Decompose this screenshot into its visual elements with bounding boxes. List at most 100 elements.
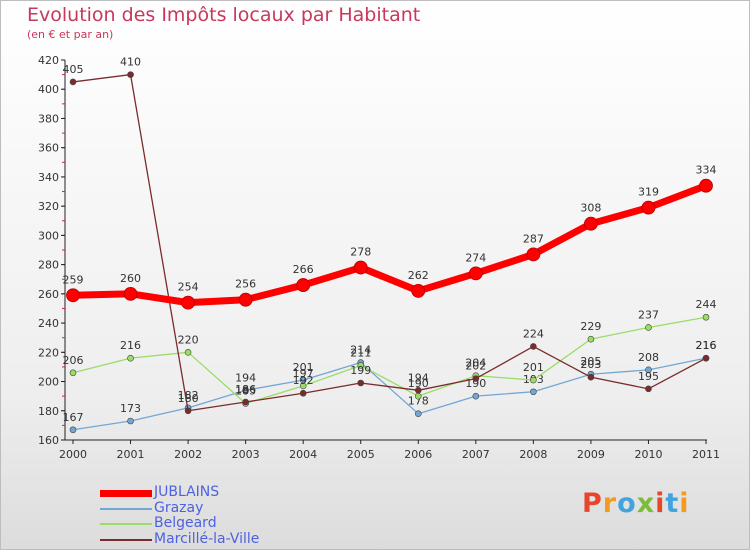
logo-letter: P — [582, 488, 603, 519]
data-point — [299, 382, 307, 390]
data-point — [414, 387, 422, 394]
data-label: 192 — [293, 374, 314, 387]
legend-label: JUBLAINS — [154, 484, 220, 500]
data-label: 244 — [696, 298, 717, 311]
y-tick-label: 340 — [38, 171, 59, 184]
data-point — [357, 362, 365, 369]
data-point — [645, 385, 652, 393]
data-label: 229 — [580, 320, 601, 333]
chart-title: Evolution des Impôts locaux par Habitant — [27, 4, 421, 26]
data-point — [472, 392, 480, 400]
x-tick-label: 2011 — [692, 448, 720, 461]
data-point — [530, 388, 537, 396]
series-grazay: 167173182194201214178190193205208216 — [63, 339, 717, 434]
data-point — [127, 71, 134, 78]
data-point — [296, 278, 311, 292]
data-label: 204 — [465, 357, 486, 370]
data-label: 194 — [408, 371, 429, 384]
data-point — [411, 284, 426, 298]
data-label: 197 — [293, 367, 314, 380]
series-line — [69, 182, 710, 307]
data-label: 274 — [465, 251, 486, 264]
data-label: 216 — [120, 339, 141, 352]
chart-subtitle: (en € et par an) — [27, 28, 114, 41]
data-point — [184, 407, 192, 415]
data-point — [584, 216, 598, 231]
legend-label: Marcillé-la-Ville — [154, 530, 260, 547]
data-label: 334 — [696, 164, 717, 177]
data-point — [468, 266, 483, 281]
data-label: 178 — [408, 395, 429, 408]
data-point — [645, 366, 652, 374]
x-tick-label: 2005 — [347, 448, 375, 461]
data-label: 410 — [120, 56, 141, 69]
data-point — [414, 392, 422, 400]
data-label: 182 — [178, 389, 199, 402]
legend-label: Grazay — [154, 499, 204, 516]
logo-letter: r — [602, 488, 618, 519]
data-point — [127, 417, 134, 425]
data-point — [414, 410, 422, 417]
series-marcille-la-ville: 405 410 180 186 192 199 194 202 224 203 195 216 — [63, 56, 717, 415]
data-point — [69, 369, 77, 377]
logo-letter: t — [665, 488, 680, 519]
data-label: 199 — [350, 364, 371, 377]
data-label: 206 — [63, 354, 84, 367]
data-label: 224 — [523, 327, 544, 340]
data-label: 278 — [350, 246, 371, 259]
data-point — [641, 200, 656, 215]
data-point — [127, 354, 134, 362]
series-belgeard: 206 216 220 185 197 211 190 204 201 229 237 244 — [63, 298, 717, 407]
y-tick-label: 320 — [38, 200, 59, 213]
data-point — [242, 387, 249, 394]
data-point — [66, 288, 80, 303]
data-point — [645, 324, 652, 331]
y-tick-label: 160 — [38, 434, 59, 447]
legend-swatch — [100, 538, 152, 541]
data-label: 220 — [178, 333, 199, 346]
axes: 160 180 200 220 240 260 280 300 320 340 360 380 400 4… — [38, 54, 720, 461]
data-point — [123, 286, 138, 301]
data-point — [242, 398, 249, 406]
data-label: 211 — [350, 346, 371, 359]
data-point — [472, 375, 480, 382]
x-tick-label: 2009 — [577, 448, 605, 461]
data-label: 266 — [293, 263, 314, 276]
data-label: 185 — [235, 384, 256, 397]
y-tick-label: 360 — [38, 142, 59, 155]
data-point — [184, 349, 192, 356]
data-point — [702, 354, 710, 362]
x-tick-label: 2002 — [174, 448, 202, 461]
y-tick-label: 280 — [38, 259, 59, 272]
y-tick-label: 220 — [38, 346, 59, 359]
data-label: 259 — [63, 273, 84, 286]
x-tick-label: 2001 — [117, 448, 145, 461]
data-label: 201 — [293, 361, 314, 374]
data-point — [299, 389, 307, 397]
data-point — [69, 426, 77, 434]
data-label: 216 — [696, 339, 717, 352]
y-tick-label: 260 — [38, 288, 59, 301]
data-point — [530, 343, 537, 350]
logo-letter: o — [617, 488, 637, 519]
legend-swatch — [100, 489, 152, 497]
series-jublains: 259 260 254 256 266 278 262 274 287 308 319 334 — [63, 164, 717, 310]
x-tick-label: 2008 — [519, 448, 547, 461]
data-point — [181, 295, 195, 310]
data-point — [526, 247, 541, 262]
legend-label: Belgeard — [154, 515, 217, 531]
data-label: 308 — [580, 202, 601, 215]
data-label: 190 — [408, 377, 429, 390]
data-label: 205 — [580, 355, 601, 368]
data-point — [587, 335, 595, 343]
series-line — [72, 316, 707, 405]
logo-letter: i — [655, 488, 666, 519]
series-layer: 1671731821942012141781901932052082162062… — [63, 56, 717, 434]
x-tick-label: 2006 — [404, 448, 432, 461]
data-label: 167 — [63, 411, 84, 424]
data-label: 262 — [408, 269, 429, 282]
x-tick-label: 2007 — [462, 448, 490, 461]
y-tick-label: 200 — [38, 376, 59, 389]
